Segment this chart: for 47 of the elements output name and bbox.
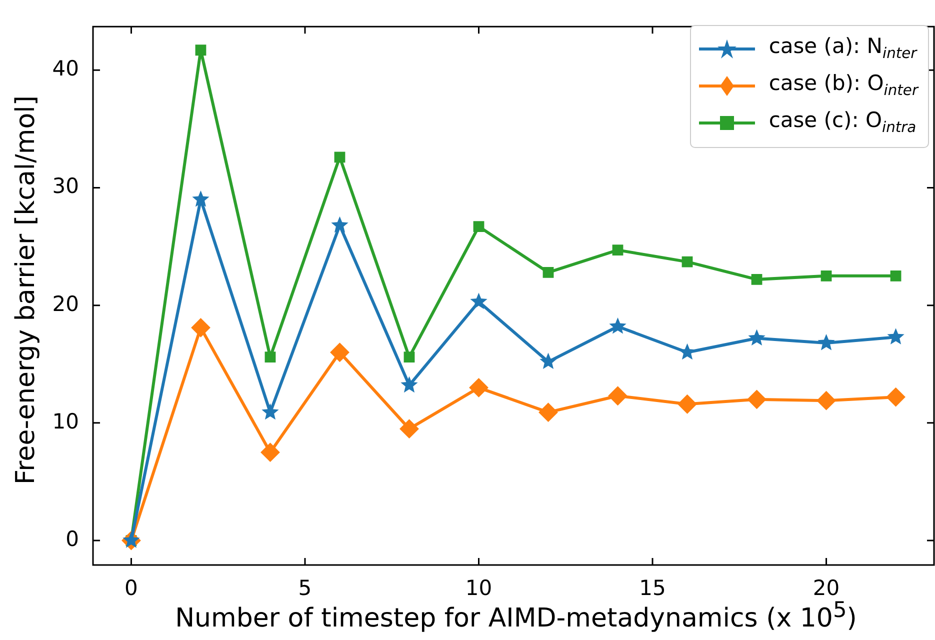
point: [890, 270, 902, 282]
x-axis-title: Number of timestep for AIMD-metadynamics (x 10$^{5}$): [175, 598, 857, 634]
legend-label: case (a): N$_{inter}$: [768, 34, 917, 63]
y-tick-label: 40: [52, 56, 79, 81]
legend-label: case (b): O$_{inter}$: [768, 71, 918, 100]
point: [260, 442, 280, 462]
point: [608, 386, 628, 406]
point: [262, 403, 279, 420]
point: [609, 317, 626, 334]
point: [538, 402, 558, 422]
point: [192, 190, 210, 207]
point: [816, 391, 836, 410]
point: [887, 328, 904, 344]
y-tick-label: 30: [52, 174, 79, 198]
point: [400, 376, 418, 393]
point: [334, 152, 346, 163]
point: [473, 221, 484, 232]
point: [469, 378, 488, 398]
point: [540, 352, 557, 370]
point: [747, 390, 766, 409]
x-tick-label: 10: [465, 576, 492, 600]
y-tick-label: 0: [66, 526, 79, 551]
x-tick-label: 15: [639, 576, 666, 600]
point: [612, 244, 624, 256]
point: [818, 334, 835, 350]
point: [682, 256, 693, 268]
x-tick-label: 5: [298, 576, 312, 600]
y-axis-title: Free-energy barrier [kcal/mol]: [11, 96, 41, 484]
point: [542, 266, 554, 278]
point: [751, 274, 762, 285]
y-tick-label: 20: [52, 292, 79, 316]
point: [678, 394, 697, 414]
point: [748, 329, 766, 346]
point: [886, 388, 906, 407]
point: [820, 270, 832, 282]
x-tick-label: 20: [812, 576, 840, 600]
point: [404, 352, 415, 363]
point: [331, 216, 348, 233]
point: [470, 292, 488, 310]
y-tick-label: 10: [52, 409, 79, 434]
point: [264, 352, 276, 363]
x-tick-label: 0: [124, 576, 138, 600]
legend-label: case (c): O$_{intra}$: [768, 108, 916, 137]
point: [191, 318, 210, 338]
point: [330, 342, 350, 362]
point: [195, 44, 206, 56]
point: [400, 419, 419, 438]
